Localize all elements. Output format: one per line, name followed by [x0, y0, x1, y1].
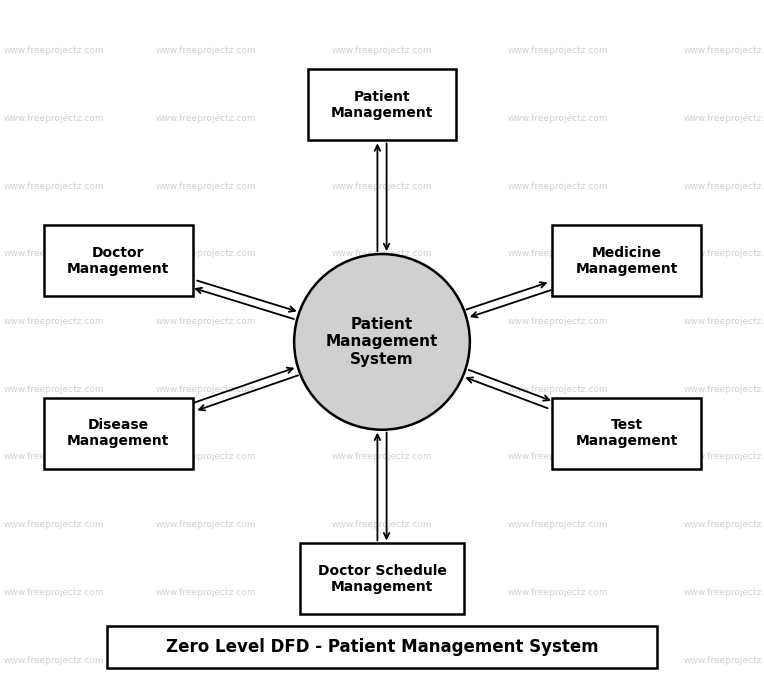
Text: www.freeprojectz.com: www.freeprojectz.com	[156, 114, 257, 123]
Text: www.freeprojectz.com: www.freeprojectz.com	[3, 385, 104, 394]
Text: www.freeprojectz.com: www.freeprojectz.com	[3, 114, 104, 123]
Text: www.freeprojectz.com: www.freeprojectz.com	[683, 655, 764, 665]
Text: Disease
Management: Disease Management	[67, 418, 170, 448]
Text: www.freeprojectz.com: www.freeprojectz.com	[3, 452, 104, 462]
Text: www.freeprojectz.com: www.freeprojectz.com	[332, 588, 432, 597]
Text: www.freeprojectz.com: www.freeprojectz.com	[683, 520, 764, 529]
Text: Zero Level DFD - Patient Management System: Zero Level DFD - Patient Management Syst…	[166, 638, 598, 656]
Text: www.freeprojectz.com: www.freeprojectz.com	[156, 655, 257, 665]
Text: www.freeprojectz.com: www.freeprojectz.com	[507, 588, 608, 597]
Bar	[107, 626, 657, 668]
Text: www.freeprojectz.com: www.freeprojectz.com	[507, 317, 608, 326]
Text: www.freeprojectz.com: www.freeprojectz.com	[156, 520, 257, 529]
Text: Medicine
Management: Medicine Management	[575, 246, 678, 276]
Text: www.freeprojectz.com: www.freeprojectz.com	[332, 452, 432, 462]
Text: www.freeprojectz.com: www.freeprojectz.com	[3, 588, 104, 597]
Text: Doctor
Management: Doctor Management	[67, 246, 170, 276]
Text: www.freeprojectz.com: www.freeprojectz.com	[156, 452, 257, 462]
Ellipse shape	[294, 254, 470, 430]
Text: www.freeprojectz.com: www.freeprojectz.com	[332, 46, 432, 56]
Text: www.freeprojectz.com: www.freeprojectz.com	[156, 385, 257, 394]
Text: www.freeprojectz.com: www.freeprojectz.com	[507, 249, 608, 259]
Text: www.freeprojectz.com: www.freeprojectz.com	[3, 46, 104, 56]
Text: www.freeprojectz.com: www.freeprojectz.com	[507, 385, 608, 394]
Bar	[552, 225, 701, 297]
Text: www.freeprojectz.com: www.freeprojectz.com	[3, 317, 104, 326]
Text: www.freeprojectz.com: www.freeprojectz.com	[683, 46, 764, 56]
Text: www.freeprojectz.com: www.freeprojectz.com	[156, 588, 257, 597]
Text: www.freeprojectz.com: www.freeprojectz.com	[332, 655, 432, 665]
Bar	[44, 225, 193, 297]
Text: www.freeprojectz.com: www.freeprojectz.com	[156, 181, 257, 191]
Text: Patient
Management
System: Patient Management System	[325, 317, 439, 367]
Text: Patient
Management: Patient Management	[331, 90, 433, 120]
Bar	[307, 69, 456, 140]
Text: Doctor Schedule
Management: Doctor Schedule Management	[318, 564, 446, 594]
Text: www.freeprojectz.com: www.freeprojectz.com	[683, 385, 764, 394]
Text: www.freeprojectz.com: www.freeprojectz.com	[332, 385, 432, 394]
Text: Test
Management: Test Management	[575, 418, 678, 448]
Text: www.freeprojectz.com: www.freeprojectz.com	[507, 46, 608, 56]
Text: www.freeprojectz.com: www.freeprojectz.com	[683, 452, 764, 462]
Text: www.freeprojectz.com: www.freeprojectz.com	[683, 181, 764, 191]
Text: www.freeprojectz.com: www.freeprojectz.com	[332, 114, 432, 123]
Text: www.freeprojectz.com: www.freeprojectz.com	[683, 114, 764, 123]
Bar	[44, 397, 193, 468]
Bar	[552, 397, 701, 468]
Text: www.freeprojectz.com: www.freeprojectz.com	[3, 655, 104, 665]
Text: www.freeprojectz.com: www.freeprojectz.com	[683, 317, 764, 326]
Text: www.freeprojectz.com: www.freeprojectz.com	[332, 317, 432, 326]
Text: www.freeprojectz.com: www.freeprojectz.com	[332, 181, 432, 191]
Text: www.freeprojectz.com: www.freeprojectz.com	[507, 452, 608, 462]
Text: www.freeprojectz.com: www.freeprojectz.com	[683, 249, 764, 259]
Text: www.freeprojectz.com: www.freeprojectz.com	[156, 46, 257, 56]
Text: www.freeprojectz.com: www.freeprojectz.com	[507, 114, 608, 123]
Text: www.freeprojectz.com: www.freeprojectz.com	[3, 181, 104, 191]
Bar	[299, 543, 465, 615]
Text: www.freeprojectz.com: www.freeprojectz.com	[683, 588, 764, 597]
Text: www.freeprojectz.com: www.freeprojectz.com	[507, 520, 608, 529]
Text: www.freeprojectz.com: www.freeprojectz.com	[332, 520, 432, 529]
Text: www.freeprojectz.com: www.freeprojectz.com	[3, 520, 104, 529]
Text: www.freeprojectz.com: www.freeprojectz.com	[156, 317, 257, 326]
Text: www.freeprojectz.com: www.freeprojectz.com	[332, 249, 432, 259]
Text: www.freeprojectz.com: www.freeprojectz.com	[156, 249, 257, 259]
Text: www.freeprojectz.com: www.freeprojectz.com	[3, 249, 104, 259]
Text: www.freeprojectz.com: www.freeprojectz.com	[507, 655, 608, 665]
Text: www.freeprojectz.com: www.freeprojectz.com	[507, 181, 608, 191]
